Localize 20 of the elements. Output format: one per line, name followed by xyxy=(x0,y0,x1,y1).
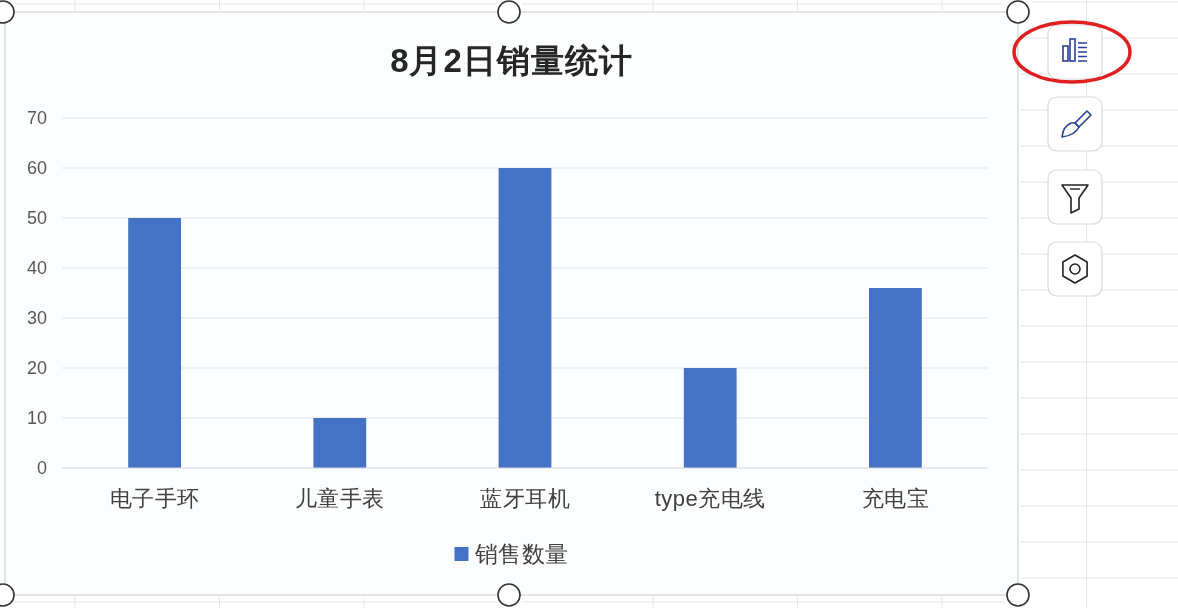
x-tick-label: type充电线 xyxy=(654,486,766,511)
chart-title: 8月2日销量统计 xyxy=(390,42,633,79)
legend-label: 销售数量 xyxy=(473,541,569,567)
bar xyxy=(128,218,181,468)
y-tick-label: 70 xyxy=(26,108,47,128)
y-tick-label: 50 xyxy=(26,208,47,228)
x-tick-label: 电子手环 xyxy=(109,486,200,511)
bar xyxy=(498,168,552,468)
y-tick-label: 40 xyxy=(26,258,47,278)
y-tick-label: 30 xyxy=(26,308,47,328)
x-tick-label: 充电宝 xyxy=(861,486,930,511)
bar xyxy=(683,368,737,468)
x-tick-label: 蓝牙耳机 xyxy=(480,486,570,511)
x-tick-label: 儿童手表 xyxy=(294,486,385,511)
y-tick-label: 0 xyxy=(36,458,47,478)
bar xyxy=(313,418,367,468)
y-tick-label: 60 xyxy=(26,158,47,178)
y-tick-label: 10 xyxy=(26,408,47,428)
bar xyxy=(869,288,922,468)
y-tick-label: 20 xyxy=(26,358,47,378)
